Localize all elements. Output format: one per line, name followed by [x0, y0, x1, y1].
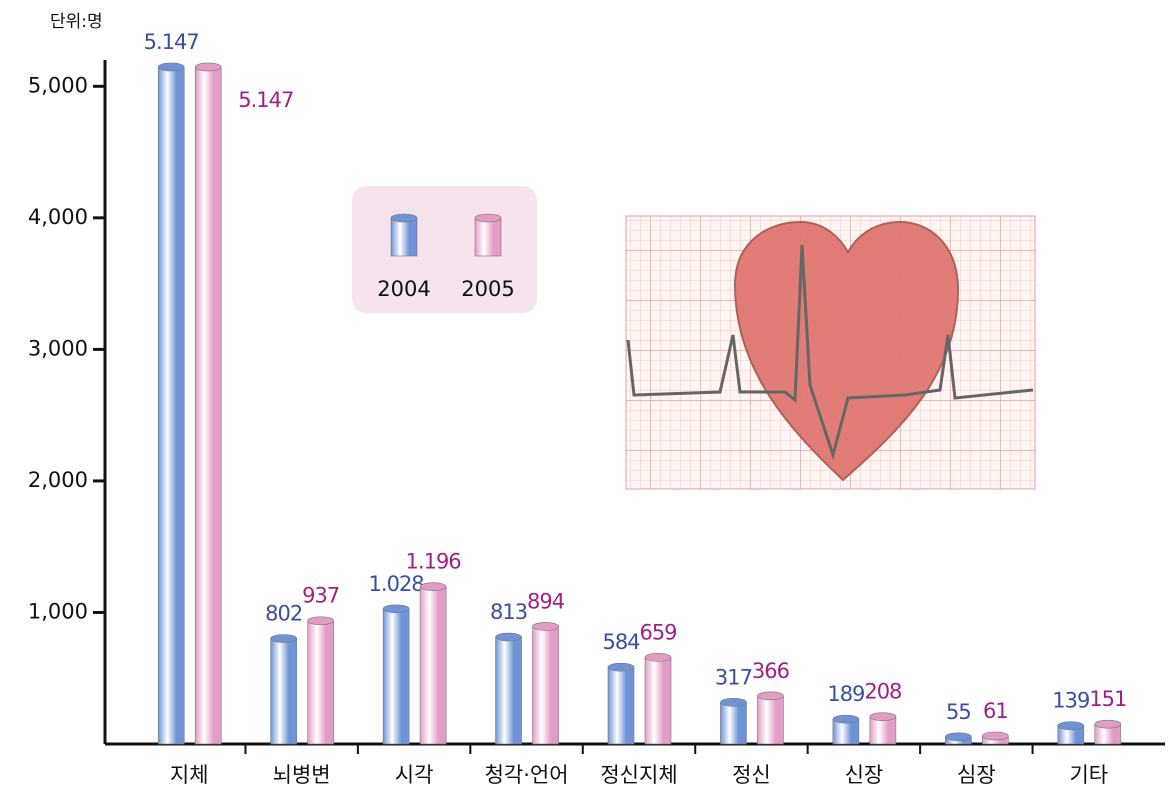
bar: [194, 66, 222, 745]
value-label: 659: [639, 620, 676, 644]
value-label: 55: [946, 700, 971, 724]
bar-cap: [194, 62, 222, 72]
x-tick-label: 청각·언어: [485, 763, 569, 787]
y-tick-label: 1,000: [28, 599, 88, 623]
bar-cap: [945, 732, 972, 742]
value-label: 366: [752, 659, 790, 683]
bar: [157, 66, 185, 745]
x-tick-label: 심장: [957, 763, 996, 787]
value-label: 317: [715, 665, 752, 689]
bar-cap: [869, 712, 897, 721]
value-label: 1.028: [369, 572, 424, 596]
bar: [495, 636, 522, 745]
x-tick-label: 지체: [170, 763, 209, 787]
value-label: 151: [1089, 687, 1126, 711]
bar-cap: [382, 604, 410, 614]
bar-cap: [644, 653, 672, 662]
x-tick-label: 정신지체: [600, 763, 677, 787]
value-label: 813: [490, 600, 527, 624]
illustration: [625, 215, 1036, 490]
legend-swatch-cap: [474, 213, 502, 223]
value-label: 894: [527, 589, 565, 613]
x-tick-label: 시각: [395, 763, 434, 787]
bar: [607, 666, 635, 745]
bar-cap: [419, 582, 447, 591]
bar: [382, 608, 410, 745]
bar: [419, 586, 447, 745]
bar: [270, 638, 297, 745]
bar-cap: [532, 622, 559, 631]
bar: [307, 620, 334, 745]
value-label: 1.196: [406, 550, 462, 574]
bar-cap: [270, 634, 297, 643]
bar: [757, 695, 784, 745]
legend-swatch-cap: [390, 213, 418, 223]
bar-cap: [307, 616, 334, 626]
value-label: 5.147: [144, 30, 199, 54]
value-label: 189: [827, 682, 864, 706]
y-tick-label: 5,000: [28, 73, 88, 97]
legend-label: 2004: [377, 277, 430, 301]
value-label: 208: [864, 680, 901, 704]
value-label: 61: [983, 699, 1008, 723]
bar-cap: [607, 662, 635, 672]
x-tick-label: 신장: [845, 763, 884, 787]
y-tick-label: 3,000: [28, 336, 88, 360]
y-tick-label: 4,000: [28, 205, 88, 229]
legend-label: 2005: [461, 277, 514, 301]
x-tick-label: 뇌병변: [273, 763, 331, 787]
value-label: 584: [602, 630, 640, 654]
legend-swatch: [390, 217, 418, 257]
bar-cap: [157, 62, 185, 72]
bar-cap: [982, 731, 1009, 741]
x-tick-label: 기타: [1069, 763, 1108, 787]
y-tick-label: 2,000: [28, 468, 88, 492]
bar: [869, 716, 897, 745]
bar-cap: [1057, 721, 1085, 731]
value-label: 937: [302, 584, 339, 608]
bar-cap: [757, 691, 784, 701]
x-tick-label: 정신: [732, 763, 771, 787]
legend: 2004 2005: [352, 186, 537, 313]
value-label: 5.147: [238, 88, 293, 112]
bar: [720, 702, 747, 745]
bar: [532, 626, 559, 745]
unit-label: 단위:명: [50, 12, 103, 32]
bar-cap: [720, 698, 747, 707]
bar-cap: [1094, 719, 1122, 729]
bar-cap: [495, 632, 522, 642]
value-label: 139: [1052, 689, 1089, 713]
bar: [644, 657, 672, 745]
value-label: 802: [265, 602, 302, 626]
bar-cap: [832, 714, 860, 724]
legend-swatch: [474, 217, 502, 257]
